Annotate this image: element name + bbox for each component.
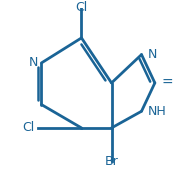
Text: Cl: Cl	[75, 1, 88, 14]
Text: N: N	[29, 56, 38, 69]
Text: Cl: Cl	[22, 121, 34, 134]
Text: NH: NH	[148, 105, 167, 118]
Text: =: =	[162, 76, 173, 90]
Text: Br: Br	[105, 155, 118, 168]
Text: N: N	[148, 48, 158, 61]
